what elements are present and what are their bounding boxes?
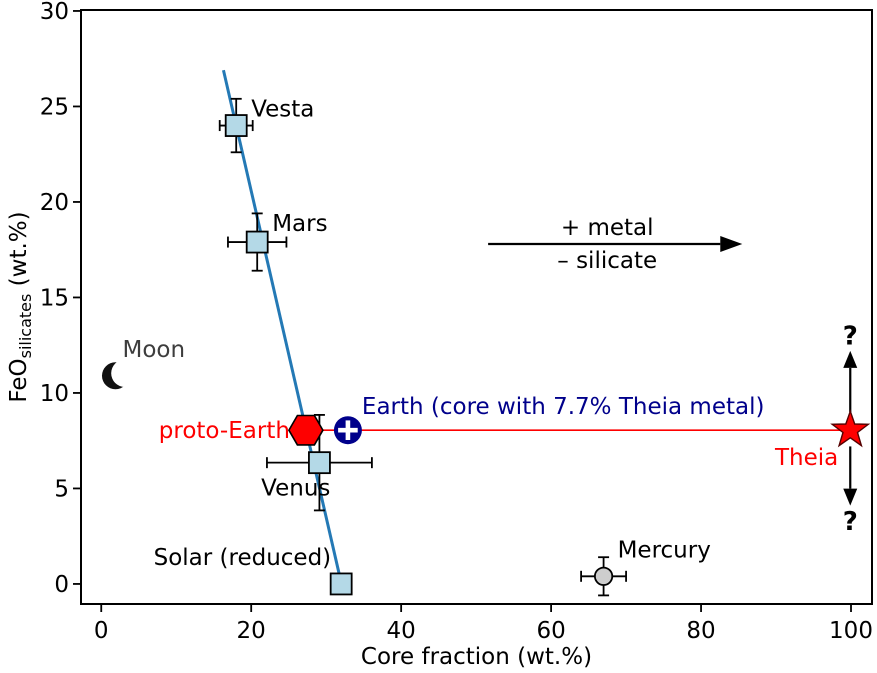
metal-arrow-label-bottom: – silicate xyxy=(557,248,657,274)
question-mark-top: ? xyxy=(843,322,858,352)
moon-label: Moon xyxy=(122,337,185,363)
vesta-marker xyxy=(224,114,248,137)
x-tick-label-3: 60 xyxy=(536,618,565,644)
theia-up-arrow-head xyxy=(843,350,858,368)
y-axis-label: FeOsilicates (wt.%) xyxy=(6,211,35,402)
x-tick-label-2: 40 xyxy=(387,618,416,644)
metal-silicate-arrow-head xyxy=(720,235,743,252)
x-tick-label-0: 0 xyxy=(94,618,109,644)
mars-label: Mars xyxy=(272,211,327,237)
y-tick-label-1: 5 xyxy=(54,476,69,502)
y-tick-label-2: 10 xyxy=(40,381,69,407)
proto-earth-label: proto-Earth xyxy=(159,418,290,444)
solar-marker xyxy=(329,572,353,596)
trend-line xyxy=(221,69,344,587)
solar-label: Solar (reduced) xyxy=(154,545,332,571)
vesta-label: Vesta xyxy=(251,97,314,123)
mars-marker xyxy=(245,230,269,254)
y-tick-label-0: 0 xyxy=(54,572,69,598)
plot-frame xyxy=(80,9,873,605)
x-tick-label-5: 100 xyxy=(829,618,873,644)
metal-arrow-label-top: + metal xyxy=(561,215,654,241)
earth-symbol-marker xyxy=(333,416,362,445)
mercury-marker xyxy=(593,566,614,586)
x-axis-label: Core fraction (wt.%) xyxy=(361,644,592,670)
y-tick-label-5: 25 xyxy=(40,94,69,120)
y-tick-label-3: 15 xyxy=(40,285,69,311)
theia-down-arrow-head xyxy=(843,488,858,506)
x-tick-label-1: 20 xyxy=(237,618,266,644)
y-tick-label-4: 20 xyxy=(40,190,69,216)
y-tick-label-6: 30 xyxy=(40,0,69,25)
earth-label: Earth (core with 7.7% Theia metal) xyxy=(362,394,765,420)
theia-label: Theia xyxy=(774,445,838,471)
x-tick-label-4: 80 xyxy=(686,618,715,644)
venus-label: Venus xyxy=(261,476,330,502)
venus-marker xyxy=(308,451,331,475)
moon-crescent-icon xyxy=(101,359,139,390)
proto-earth-marker xyxy=(287,414,324,446)
theia-marker xyxy=(830,409,871,448)
mercury-label: Mercury xyxy=(618,537,711,563)
question-mark-bottom: ? xyxy=(843,507,858,537)
